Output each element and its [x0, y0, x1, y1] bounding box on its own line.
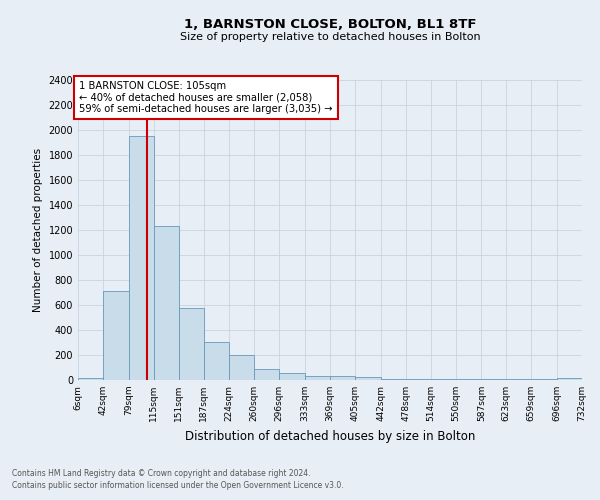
Bar [380, 379, 406, 380]
Text: Contains public sector information licensed under the Open Government Licence v3: Contains public sector information licen… [12, 481, 344, 490]
Bar [154, 226, 179, 380]
Bar [305, 376, 330, 380]
Bar [280, 373, 305, 380]
Text: 1, BARNSTON CLOSE, BOLTON, BL1 8TF: 1, BARNSTON CLOSE, BOLTON, BL1 8TF [184, 18, 476, 30]
Bar [455, 379, 481, 380]
Text: Contains HM Land Registry data © Crown copyright and database right 2024.: Contains HM Land Registry data © Crown c… [12, 468, 311, 477]
Bar [532, 379, 557, 380]
Bar [179, 308, 203, 380]
Bar [481, 379, 506, 380]
Bar [506, 379, 532, 380]
X-axis label: Distribution of detached houses by size in Bolton: Distribution of detached houses by size … [185, 430, 475, 442]
Bar [557, 378, 582, 380]
Bar [431, 379, 455, 380]
Bar [254, 369, 280, 380]
Bar [330, 376, 355, 380]
Bar [406, 379, 431, 380]
Bar [229, 355, 254, 380]
Bar [78, 378, 103, 380]
Bar [355, 377, 380, 380]
Text: Size of property relative to detached houses in Bolton: Size of property relative to detached ho… [179, 32, 481, 42]
Text: 1 BARNSTON CLOSE: 105sqm
← 40% of detached houses are smaller (2,058)
59% of sem: 1 BARNSTON CLOSE: 105sqm ← 40% of detach… [79, 81, 333, 114]
Bar [203, 342, 229, 380]
Bar [103, 291, 128, 380]
Y-axis label: Number of detached properties: Number of detached properties [33, 148, 43, 312]
Bar [128, 136, 154, 380]
